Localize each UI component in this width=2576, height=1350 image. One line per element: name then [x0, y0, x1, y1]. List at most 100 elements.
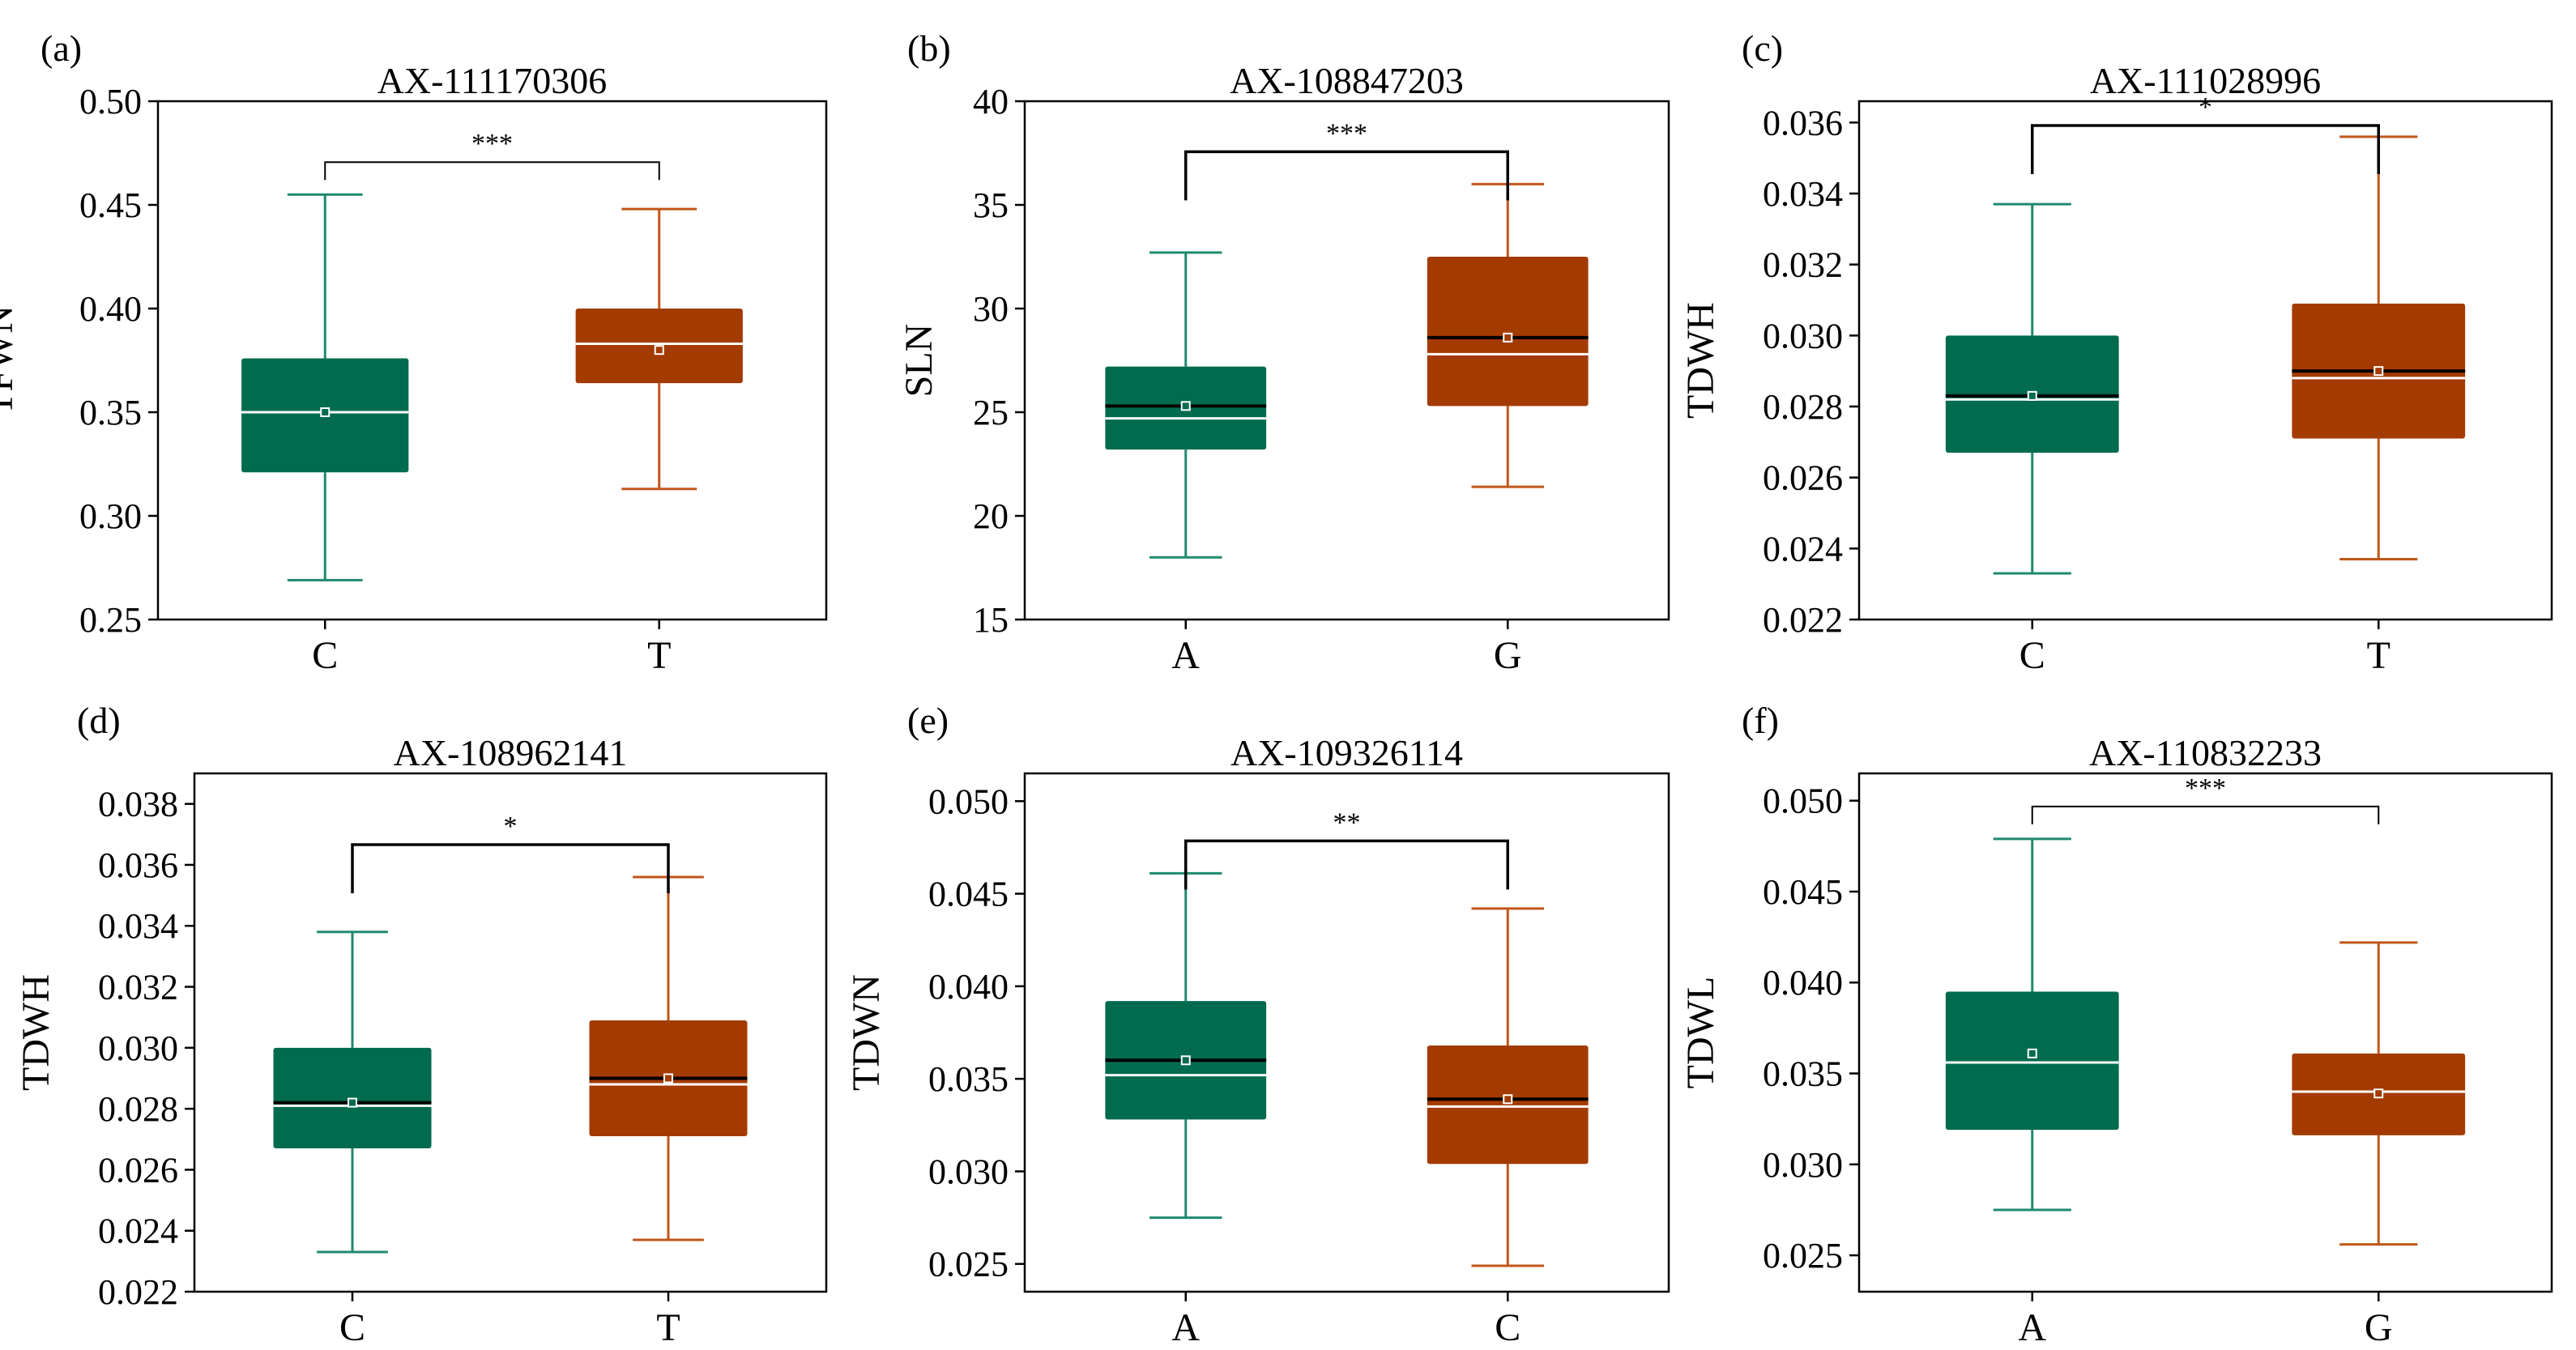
box-C — [1945, 202, 2119, 575]
y-tick-label: 0.050 — [1763, 781, 1843, 821]
mean-marker — [654, 345, 664, 356]
y-tick-label: 0.036 — [98, 845, 178, 885]
x-tick-label: C — [312, 634, 338, 677]
chart-title: AX-111170306 — [377, 60, 608, 101]
box-C — [1427, 907, 1589, 1267]
mean-marker — [2373, 1088, 2384, 1099]
y-tick-label: 0.034 — [1763, 174, 1843, 214]
plot-frame — [1857, 100, 2553, 621]
box-G — [2292, 941, 2466, 1246]
bracket-line — [1184, 150, 1509, 201]
significance-bracket: *** — [1184, 118, 1509, 201]
y-tick-label: 40 — [973, 82, 1009, 121]
plot-frame — [1023, 100, 1670, 621]
y-tick-label: 0.25 — [79, 600, 142, 640]
y-tick-label: 0.028 — [1763, 387, 1843, 427]
x-tick-label: G — [1494, 634, 1522, 677]
panel-3: (c) AX-111028996 0.022 0.024 0.026 0.028 0.030… — [1679, 28, 2553, 677]
x-tick-label: T — [2367, 634, 2390, 677]
box-A — [1945, 837, 2119, 1212]
bracket-line — [2031, 124, 2380, 174]
plot-frame — [1857, 772, 2553, 1293]
y-tick-label: 0.036 — [1763, 103, 1843, 143]
y-tick-label: 0.50 — [79, 82, 142, 121]
significance-label: * — [504, 811, 518, 841]
box-A — [1105, 871, 1267, 1220]
x-tick-label: G — [2365, 1306, 2393, 1349]
x-tick-label: C — [1495, 1306, 1520, 1349]
y-tick-label: 35 — [973, 185, 1009, 225]
chart-title: AX-108962141 — [394, 732, 628, 773]
y-tick-label: 0.050 — [928, 781, 1009, 821]
x-tick-label: T — [647, 634, 671, 677]
y-tick-label: 0.030 — [928, 1152, 1009, 1191]
box-C — [273, 931, 432, 1254]
y-tick-label: 20 — [973, 496, 1009, 536]
y-tick-label: 0.022 — [98, 1272, 178, 1312]
panel-label: (b) — [907, 28, 951, 69]
mean-marker — [663, 1073, 673, 1084]
panel-label: (e) — [907, 700, 949, 741]
mean-marker — [1180, 1055, 1191, 1066]
significance-bracket: *** — [2031, 773, 2380, 824]
chart-title: AX-109326114 — [1230, 732, 1463, 773]
significance-bracket: ** — [1184, 807, 1509, 890]
bracket-line — [351, 843, 670, 893]
y-axis-label: SLN — [898, 324, 940, 398]
plot-frame — [156, 100, 828, 621]
x-tick-label: C — [339, 1306, 365, 1349]
box-T — [575, 207, 743, 491]
significance-label: ** — [1333, 807, 1361, 837]
box-T — [2292, 135, 2466, 560]
significance-label: *** — [1326, 118, 1367, 148]
panel-label: (f) — [1742, 700, 1779, 741]
y-tick-label: 0.045 — [928, 875, 1009, 914]
y-tick-label: 0.022 — [1763, 600, 1843, 640]
y-tick-label: 0.025 — [928, 1245, 1009, 1284]
y-tick-label: 0.038 — [98, 785, 178, 824]
mean-marker — [1503, 1094, 1513, 1105]
y-tick-label: 0.030 — [98, 1028, 178, 1068]
y-tick-label: 0.032 — [98, 968, 178, 1007]
iqr-box — [1945, 991, 2119, 1131]
y-tick-label: 0.45 — [79, 185, 142, 225]
mean-marker — [320, 407, 331, 417]
x-tick-label: T — [656, 1306, 680, 1349]
y-tick-label: 0.30 — [79, 496, 142, 536]
y-tick-label: 0.35 — [79, 393, 142, 432]
mean-marker — [2373, 366, 2384, 377]
y-tick-label: 0.024 — [98, 1212, 178, 1251]
y-tick-label: 0.040 — [928, 967, 1009, 1007]
y-tick-label: 0.032 — [1763, 245, 1843, 285]
y-tick-label: 0.025 — [1763, 1236, 1843, 1275]
y-tick-label: 25 — [973, 393, 1009, 432]
x-tick-label: A — [2018, 1306, 2046, 1349]
box-C — [241, 193, 409, 581]
box-A — [1105, 251, 1267, 559]
significance-bracket: * — [2031, 92, 2380, 174]
y-tick-label: 0.035 — [928, 1059, 1009, 1099]
significance-label: *** — [2185, 773, 2226, 803]
plot-frame — [193, 772, 828, 1293]
x-tick-label: C — [2019, 634, 2045, 677]
plot-frame — [1023, 772, 1670, 1293]
box-G — [1427, 182, 1589, 488]
y-tick-label: 15 — [973, 600, 1009, 640]
y-tick-label: 0.026 — [98, 1150, 178, 1190]
y-tick-label: 0.030 — [1763, 316, 1843, 356]
iqr-box — [1427, 257, 1589, 407]
panel-label: (a) — [41, 28, 82, 69]
y-tick-label: 0.034 — [98, 906, 178, 946]
significance-label: *** — [471, 129, 513, 159]
panel-2: (b) AX-108847203 15 20 25 30 35 40 SLN *** A G — [898, 28, 1670, 677]
significance-label: * — [2199, 92, 2212, 122]
chart-title: AX-108847203 — [1230, 60, 1464, 101]
x-tick-label: A — [1171, 634, 1200, 677]
mean-marker — [348, 1097, 357, 1108]
y-axis-label: TDWL — [1679, 977, 1722, 1089]
bracket-line — [2031, 805, 2380, 824]
y-axis-label: TDWH — [15, 974, 58, 1091]
bracket-line — [324, 161, 660, 181]
y-tick-label: 0.040 — [1763, 963, 1843, 1003]
